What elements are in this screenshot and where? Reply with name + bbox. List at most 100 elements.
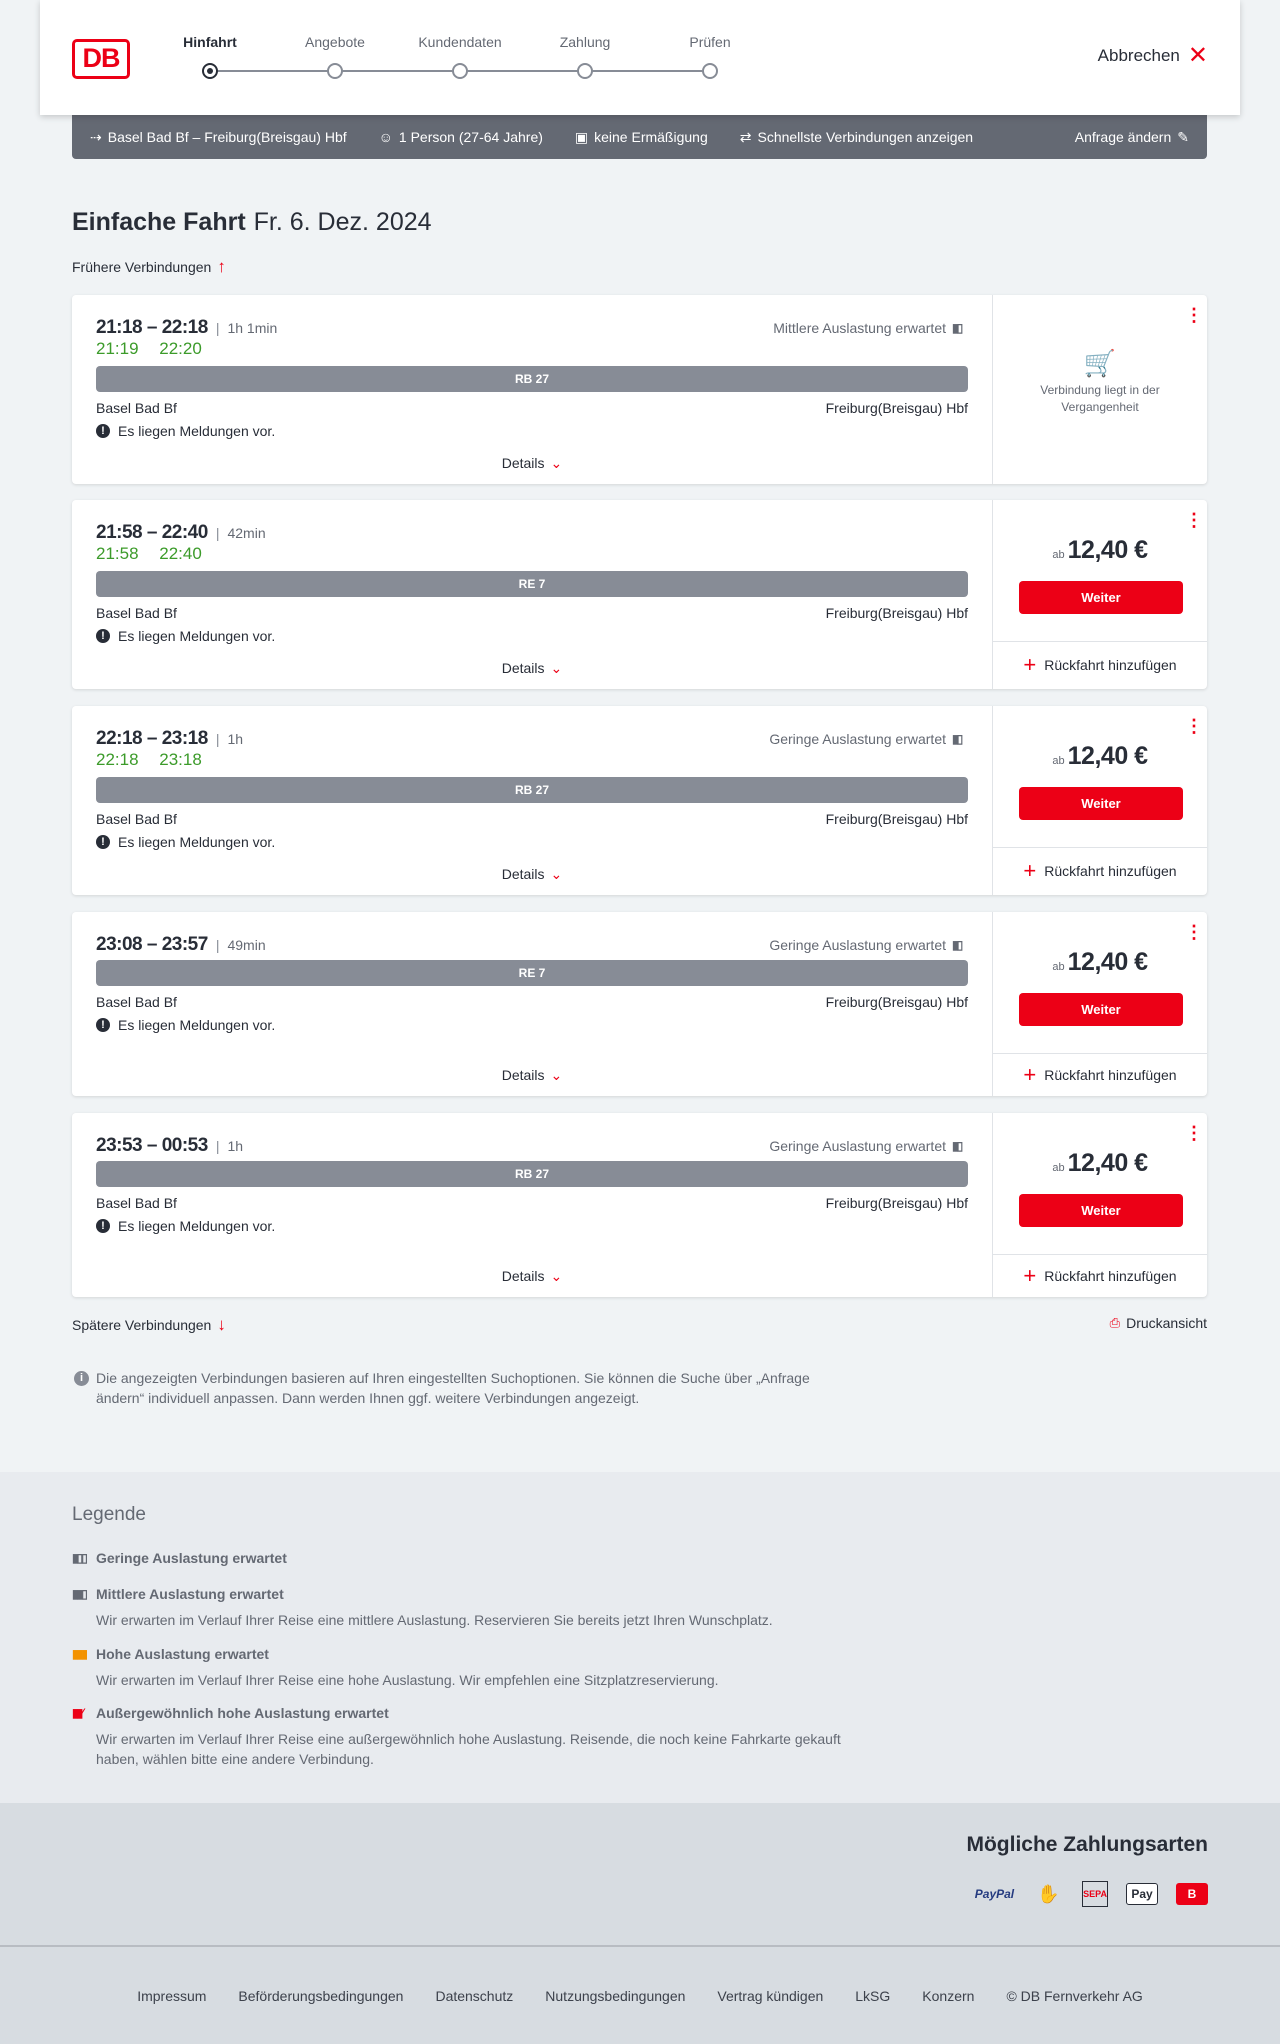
- arrow-right-icon: ⇢: [90, 128, 102, 145]
- message-notice: ! Es liegen Meldungen vor.: [96, 1017, 275, 1033]
- more-options-icon[interactable]: ⋮: [1185, 922, 1203, 942]
- more-options-icon[interactable]: ⋮: [1185, 510, 1203, 530]
- connection-info: 21:18 – 22:18 1h 1min 21:19 22:20 Mittler…: [72, 295, 993, 484]
- page-title: Einfache Fahrt Fr. 6. Dez. 2024: [72, 208, 432, 237]
- payment-section: Mögliche Zahlungsarten PayPal ✋ SEPA Pay…: [0, 1803, 1280, 1947]
- departure-station: Basel Bad Bf: [96, 605, 177, 621]
- discount-text: keine Ermäßigung: [594, 129, 708, 145]
- chevron-down-icon: ⌄: [550, 1268, 563, 1284]
- earlier-connections-link[interactable]: Frühere Verbindungen ↑: [72, 257, 226, 277]
- connection-info: 22:18 – 23:18 1h 22:18 23:18 Geringe Ausl…: [72, 706, 993, 895]
- train-line-bar[interactable]: RE 7: [96, 571, 968, 597]
- add-return-button[interactable]: + Rückfahrt hinzufügen: [993, 1053, 1207, 1096]
- occupancy-indicator: Mittlere Auslastung erwartet ▮▯: [773, 320, 968, 336]
- footer-link[interactable]: Impressum: [137, 1987, 207, 2004]
- legend-item-title: Mittlere Auslastung erwartet: [96, 1586, 284, 1602]
- divider: [993, 1053, 1207, 1054]
- details-toggle[interactable]: Details ⌄: [72, 866, 992, 883]
- later-label: Spätere Verbindungen: [72, 1317, 212, 1333]
- alert-icon: !: [96, 629, 110, 643]
- stations: Basel Bad Bf Freiburg(Breisgau) Hbf: [96, 400, 968, 416]
- scheduled-time: 22:18 – 23:18: [96, 728, 208, 749]
- past-connection-note: 🛒 Verbindung liegt in der Vergangenheit: [993, 350, 1207, 416]
- legend-item-title: Geringe Auslastung erwartet: [96, 1550, 287, 1566]
- connection-info: 21:58 – 22:40 42min 21:58 22:40 RE 7 Base…: [72, 500, 993, 689]
- realtime-times: 21:58 22:40: [96, 544, 202, 563]
- details-label: Details: [501, 455, 545, 471]
- duration: 1h: [216, 1138, 243, 1154]
- train-line-bar[interactable]: RB 27: [96, 1161, 968, 1187]
- step-indicator: [577, 63, 593, 79]
- legend-item: ▮▮▯ Mittlere Auslastung erwartet Wir erwar…: [72, 1586, 872, 1630]
- continue-button[interactable]: Weiter: [1019, 993, 1183, 1026]
- step-label: Zahlung: [559, 34, 611, 50]
- later-connections-link[interactable]: Spätere Verbindungen ↓: [72, 1315, 226, 1335]
- train-line-bar[interactable]: RB 27: [96, 777, 968, 803]
- db-logo[interactable]: DB: [72, 39, 130, 79]
- legend-item-desc: Wir erwarten im Verlauf Ihrer Reise eine…: [96, 1612, 773, 1628]
- add-return-button[interactable]: + Rückfahrt hinzufügen: [993, 641, 1207, 689]
- more-options-icon[interactable]: ⋮: [1185, 305, 1203, 325]
- train-line-bar[interactable]: RE 7: [96, 960, 968, 986]
- add-return-button[interactable]: + Rückfahrt hinzufügen: [993, 847, 1207, 895]
- offer-panel: ⋮ ab 12,40 € Weiter + Rückfahrt hinzufügen: [993, 500, 1207, 689]
- printer-icon: ⎙: [1109, 1315, 1121, 1330]
- legend-item: ▮▮▮ Hohe Auslastung erwartet Wir erwarten …: [72, 1646, 872, 1690]
- duration: 1h 1min: [216, 320, 277, 336]
- details-label: Details: [501, 1067, 545, 1083]
- legend-title: Legende: [72, 1504, 146, 1525]
- stations: Basel Bad Bf Freiburg(Breisgau) Hbf: [96, 994, 968, 1010]
- route-text: Basel Bad Bf – Freiburg(Breisgau) Hbf: [107, 129, 347, 145]
- details-toggle[interactable]: Details ⌄: [72, 660, 992, 677]
- footer-link[interactable]: Vertrag kündigen: [717, 1987, 824, 2004]
- step-label: Kundendaten: [418, 34, 502, 50]
- footer-link[interactable]: LkSG: [855, 1987, 891, 2004]
- train-line-bar[interactable]: RB 27: [96, 366, 968, 392]
- occupancy-text: Geringe Auslastung erwartet: [769, 1138, 946, 1154]
- chevron-down-icon: ⌄: [550, 1067, 563, 1083]
- info-icon: i: [74, 1371, 89, 1386]
- footer-link[interactable]: Nutzungsbedingungen: [545, 1987, 686, 2004]
- sepa-icon: SEPA: [1082, 1881, 1108, 1907]
- price-prefix: ab: [1052, 755, 1065, 767]
- more-options-icon[interactable]: ⋮: [1185, 716, 1203, 736]
- details-toggle[interactable]: Details ⌄: [72, 1268, 992, 1285]
- offer-panel: ⋮ ab 12,40 € Weiter + Rückfahrt hinzufügen: [993, 1113, 1207, 1297]
- add-return-button[interactable]: + Rückfahrt hinzufügen: [993, 1254, 1207, 1297]
- connection-info: 23:08 – 23:57 49min Geringe Auslastung er…: [72, 912, 993, 1096]
- connection-time: 23:08 – 23:57 49min: [96, 934, 266, 956]
- legend-item: ▮▯▯ Geringe Auslastung erwartet: [72, 1550, 872, 1566]
- more-options-icon[interactable]: ⋮: [1185, 1123, 1203, 1143]
- footer-link[interactable]: Datenschutz: [435, 1987, 514, 2004]
- pencil-icon: ✎: [1177, 128, 1189, 145]
- step-indicator[interactable]: [202, 63, 218, 79]
- departure-station: Basel Bad Bf: [96, 994, 177, 1010]
- filter-icon: ⇄: [739, 128, 752, 145]
- trip-type: Einfache Fahrt: [72, 208, 246, 236]
- footer-link[interactable]: Beförderungsbedingungen: [238, 1987, 404, 2004]
- details-toggle[interactable]: Details ⌄: [72, 455, 992, 472]
- print-view-link[interactable]: ⎙ Druckansicht: [1110, 1315, 1207, 1331]
- info-note: i Die angezeigten Verbindungen basieren a…: [72, 1368, 852, 1408]
- continue-button[interactable]: Weiter: [1019, 1194, 1183, 1227]
- stations: Basel Bad Bf Freiburg(Breisgau) Hbf: [96, 811, 968, 827]
- route-summary: ⇢ Basel Bad Bf – Freiburg(Breisgau) Hbf: [90, 129, 347, 146]
- price-prefix: ab: [1052, 1162, 1065, 1174]
- details-toggle[interactable]: Details ⌄: [72, 1067, 992, 1084]
- footer-link[interactable]: Konzern: [922, 1987, 975, 2004]
- occupancy-indicator: Geringe Auslastung erwartet ▮▯: [769, 1138, 968, 1154]
- card-icon: ▣: [574, 128, 589, 145]
- footer: Impressum Beförderungsbedingungen Datensch…: [0, 1947, 1280, 2044]
- change-request-button[interactable]: Anfrage ändern ✎: [1075, 129, 1189, 146]
- continue-button[interactable]: Weiter: [1019, 787, 1183, 820]
- header: DB Hinfahrt Angebote Kundendaten Zahlung Prü…: [40, 0, 1240, 115]
- price: ab 12,40 €: [993, 742, 1207, 771]
- connection-info: 23:53 – 00:53 1h Geringe Auslastung erwar…: [72, 1113, 993, 1297]
- connection-time: 21:58 – 22:40 42min: [96, 522, 266, 544]
- message-text: Es liegen Meldungen vor.: [118, 1017, 276, 1033]
- continue-button[interactable]: Weiter: [1019, 581, 1183, 614]
- cancel-button[interactable]: Abbrechen ✕: [1098, 44, 1208, 68]
- details-label: Details: [501, 1268, 545, 1284]
- connection-card: 21:58 – 22:40 42min 21:58 22:40 RE 7 Base…: [72, 500, 1207, 689]
- connection-time: 21:18 – 22:18 1h 1min: [96, 317, 277, 339]
